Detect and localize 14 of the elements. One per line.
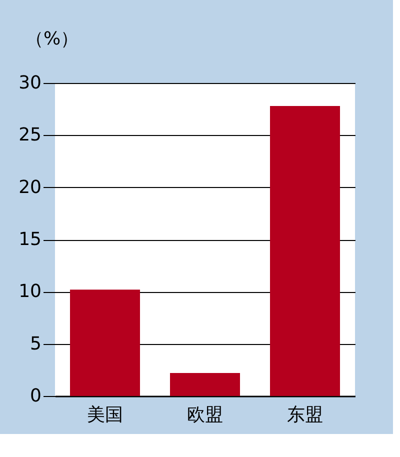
bar xyxy=(170,373,240,396)
bar xyxy=(70,290,140,396)
x-tick-label: 美国 xyxy=(87,404,123,426)
y-tick-label: 30 xyxy=(18,72,42,94)
x-tick-label: 东盟 xyxy=(287,404,323,426)
y-tick-label: 10 xyxy=(18,281,42,302)
y-tick-label: 5 xyxy=(30,333,42,354)
y-tick-label: 20 xyxy=(18,176,42,198)
y-tick-label: 25 xyxy=(18,124,42,146)
x-tick-label: 欧盟 xyxy=(187,404,223,426)
y-tick-label: 0 xyxy=(30,386,42,406)
bar xyxy=(270,106,340,396)
y-axis-title: （%） xyxy=(26,28,79,50)
y-tick-label: 15 xyxy=(18,229,42,250)
